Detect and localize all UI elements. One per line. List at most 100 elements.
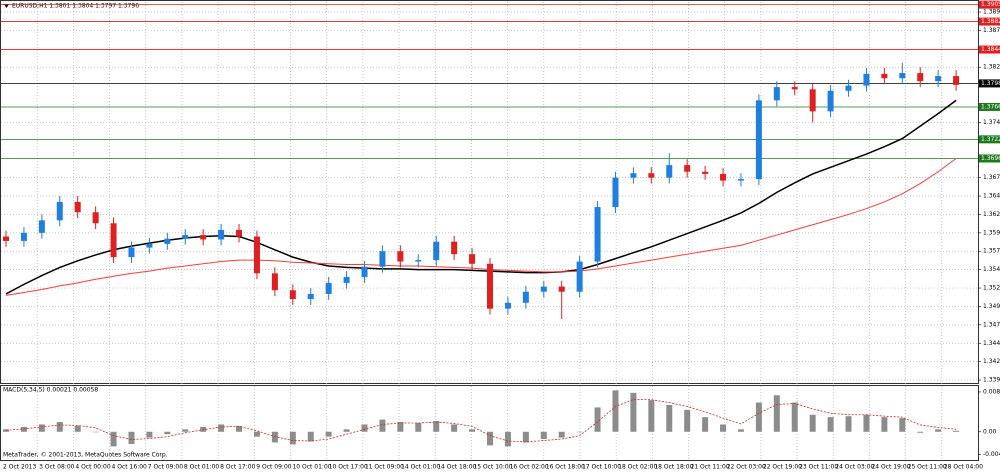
- candle-body: [146, 243, 153, 248]
- x-tick-label: 4 Oct 00:00: [75, 464, 110, 471]
- x-tick-label: 18 Oct 18:00: [654, 464, 693, 471]
- candle-body: [164, 238, 171, 244]
- macd-bar: [720, 424, 727, 432]
- macd-bar: [433, 421, 440, 432]
- x-tick-label: 23 Oct 11:00: [799, 464, 838, 471]
- candle-body: [612, 177, 619, 208]
- macd-bar: [415, 423, 422, 432]
- candle-body: [558, 286, 565, 292]
- macd-bar: [827, 417, 834, 432]
- macd-bar: [953, 430, 960, 432]
- candle-body: [361, 266, 368, 278]
- candle-body: [684, 165, 691, 172]
- y-tick-label: 1.3420: [983, 358, 1000, 365]
- level-label: 1.3844: [981, 46, 1000, 53]
- macd-bar: [702, 417, 709, 432]
- macd-bar: [218, 424, 225, 432]
- y-tick-label: 1.3870: [983, 27, 1000, 34]
- y-tick-label: 1.3820: [983, 64, 1000, 71]
- x-tick-label: 16 Oct 02:00: [510, 464, 549, 471]
- candle-body: [307, 293, 314, 300]
- candle-body: [504, 302, 511, 309]
- x-tick-label: 14 Oct 01:00: [401, 464, 440, 471]
- level-label: 1.3696: [981, 155, 1000, 162]
- x-tick-label: 16 Oct 18:00: [546, 464, 585, 471]
- candle-body: [182, 235, 189, 239]
- signal-line: [5, 399, 957, 443]
- macd-bar: [146, 431, 153, 438]
- y-tick-label: 1.3545: [983, 266, 1000, 273]
- candle-body: [433, 241, 440, 261]
- candle-body: [648, 173, 655, 178]
- x-tick-label: 25 Oct 11:00: [908, 464, 947, 471]
- candle-body: [737, 179, 744, 181]
- level-tag: [979, 102, 1000, 111]
- candle-body: [200, 235, 207, 240]
- y-tick-label: 1.3445: [983, 340, 1000, 347]
- x-tick-label: 22 Oct 19:00: [763, 464, 802, 471]
- macd-bar: [791, 402, 798, 432]
- candle-body: [253, 236, 260, 274]
- macd-bar: [236, 425, 243, 432]
- level-tag: [979, 79, 1000, 88]
- x-tick-label: 24 Oct 03:00: [835, 464, 874, 471]
- candle-body: [38, 220, 45, 233]
- macd-bar: [576, 431, 583, 433]
- y-tick-label: 1.3520: [983, 285, 1000, 292]
- candle-body: [289, 290, 296, 300]
- macd-bar: [773, 395, 780, 432]
- candle-body: [935, 76, 942, 82]
- macd-bar: [935, 429, 942, 432]
- candle-body: [110, 223, 117, 258]
- candle-body: [271, 273, 278, 291]
- macd-bar: [343, 429, 350, 432]
- candle-body: [953, 76, 960, 85]
- macd-bar: [110, 431, 117, 447]
- macd-bar: [92, 431, 99, 433]
- x-tick-label: 8 Oct 17:00: [220, 464, 255, 471]
- macd-bar: [540, 431, 547, 440]
- macd-bar: [487, 431, 493, 446]
- macd-bar: [200, 426, 207, 432]
- candle-body: [702, 171, 709, 174]
- candle-body: [827, 90, 834, 112]
- y-tick-label: 1.3670: [983, 174, 1000, 181]
- macd-bar: [737, 429, 744, 432]
- candle-body: [755, 100, 762, 180]
- x-tick-label: 2 Oct 2013: [3, 464, 36, 471]
- x-tick-label: 11 Oct 09:00: [365, 464, 404, 471]
- candle-body: [773, 87, 780, 101]
- candle-body: [3, 236, 9, 241]
- level-label: 1.3905: [981, 1, 1000, 8]
- macd-bar: [630, 392, 637, 432]
- x-tick-label: 8 Oct 01:00: [184, 464, 219, 471]
- candle-body: [720, 173, 727, 181]
- x-tick-label: 24 Oct 19:00: [871, 464, 910, 471]
- y-tick-label: 1.3595: [983, 229, 1000, 236]
- y-tick-label: 0.00: [983, 428, 997, 435]
- y-tick-label: 1.3570: [983, 248, 1000, 255]
- macd-bar: [504, 431, 511, 447]
- candle-body: [20, 232, 27, 241]
- level-tag: [979, 17, 1000, 26]
- candle-body: [379, 251, 386, 267]
- macd-bar: [20, 426, 27, 432]
- macd-bar: [128, 431, 135, 444]
- macd-bar: [917, 431, 924, 433]
- candle-body: [74, 201, 81, 213]
- macd-bar: [666, 404, 673, 432]
- candle-body: [845, 85, 852, 91]
- macd-bar: [361, 424, 368, 432]
- macd-bar: [289, 431, 296, 445]
- level-tag: [979, 0, 1000, 9]
- y-tick-label: 1.3895: [983, 9, 1000, 16]
- level-label: 1.3882: [981, 18, 1000, 25]
- level-tag: [979, 45, 1000, 54]
- candle-body: [666, 165, 673, 178]
- x-tick-label: 28 Oct 04:00: [944, 464, 983, 471]
- x-tick-label: 15 Oct 10:00: [473, 464, 512, 471]
- y-tick-label: 1.3745: [983, 119, 1000, 126]
- x-tick-label: 17 Oct 10:00: [582, 464, 621, 471]
- macd-bar: [684, 409, 691, 432]
